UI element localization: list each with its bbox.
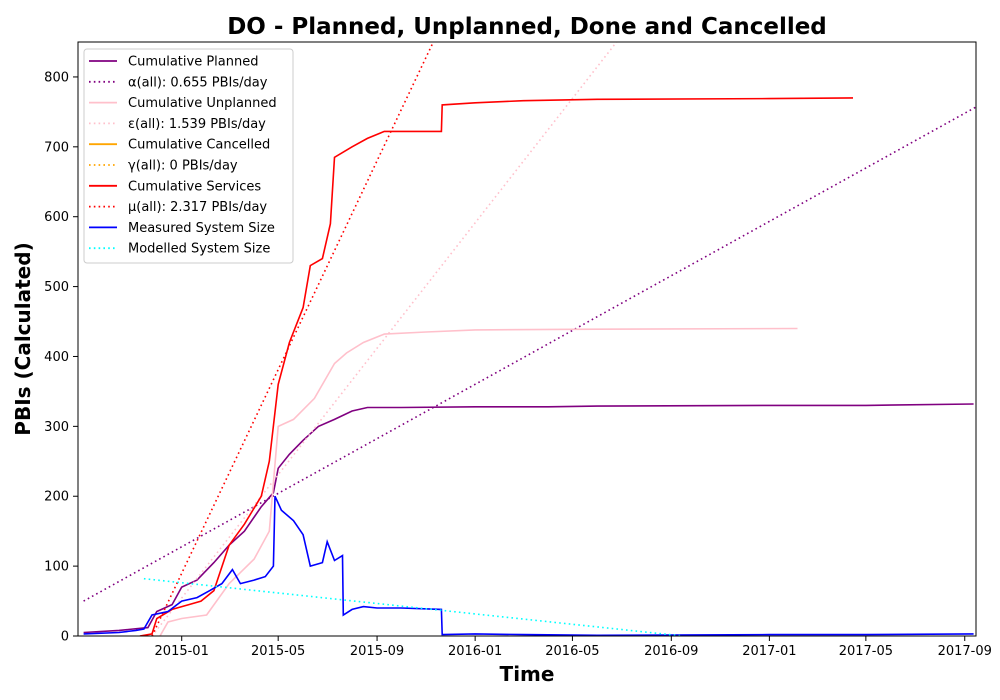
legend-label: Cumulative Services — [128, 179, 261, 194]
legend-label: μ(all): 2.317 PBIs/day — [128, 200, 267, 215]
x-tick-label: 2017-01 — [742, 644, 796, 659]
series-layer — [83, 42, 976, 636]
series-line-9 — [143, 577, 683, 636]
y-tick-label: 300 — [44, 420, 69, 435]
legend-item-cumulative-planned: Cumulative Planned — [89, 55, 258, 70]
x-tick-label: 2017-05 — [839, 644, 893, 659]
legend-label: α(all): 0.655 PBIs/day — [128, 75, 268, 90]
legend-item-modelled-system-size: Modelled System Size — [89, 242, 270, 257]
y-tick-label: 400 — [44, 350, 69, 365]
x-tick-label: 2015-09 — [350, 644, 404, 659]
y-tick-label: 800 — [44, 70, 69, 85]
series-line-6 — [139, 97, 854, 636]
x-tick-label: 2015-01 — [155, 644, 209, 659]
legend-item-all-2-317-pbis-day: μ(all): 2.317 PBIs/day — [89, 200, 267, 215]
legend-item-all-0-655-pbis-day: α(all): 0.655 PBIs/day — [89, 75, 268, 90]
legend-label: Cumulative Planned — [128, 55, 258, 70]
x-tick-label: 2015-05 — [251, 644, 305, 659]
series-line-7 — [151, 42, 435, 636]
legend-item-cumulative-unplanned: Cumulative Unplanned — [89, 96, 277, 111]
x-tick-label: 2016-09 — [644, 644, 698, 659]
legend-label: Measured System Size — [128, 221, 275, 236]
x-tick-label: 2016-01 — [448, 644, 502, 659]
legend-label: Cumulative Unplanned — [128, 96, 277, 111]
y-axis-ticks: 0 100 200 300 400 500 600 700 800 — [44, 70, 78, 645]
y-tick-label: 200 — [44, 490, 69, 505]
y-tick-label: 600 — [44, 210, 69, 225]
series-line-3 — [151, 42, 618, 636]
x-tick-label: 2016-05 — [545, 644, 599, 659]
legend-label: ε(all): 1.539 PBIs/day — [128, 117, 266, 132]
y-axis-label: PBIs (Calculated) — [11, 242, 35, 435]
series-line-2 — [159, 327, 798, 636]
legend-box — [83, 48, 294, 264]
series-line-8 — [83, 495, 974, 636]
y-tick-label: 0 — [61, 630, 69, 645]
legend-item-measured-system-size: Measured System Size — [89, 221, 275, 236]
y-tick-label: 500 — [44, 280, 69, 295]
legend: Cumulative Planned α(all): 0.655 PBIs/day… — [83, 48, 294, 264]
series-line-0 — [83, 403, 974, 634]
legend-item-cumulative-services: Cumulative Services — [89, 179, 261, 194]
legend-item-cumulative-cancelled: Cumulative Cancelled — [89, 138, 270, 153]
legend-label: γ(all): 0 PBIs/day — [128, 159, 238, 174]
legend-item-all-0-pbis-day: γ(all): 0 PBIs/day — [89, 159, 238, 174]
legend-item-all-1-539-pbis-day: ε(all): 1.539 PBIs/day — [89, 117, 266, 132]
x-axis-ticks: 2015-01 2015-05 2015-09 2016-01 2016-05 2016-… — [155, 636, 992, 659]
x-axis-label: Time — [500, 662, 555, 686]
plot-frame — [77, 41, 977, 637]
legend-label: Modelled System Size — [128, 242, 270, 257]
chart-title: DO - Planned, Unplanned, Done and Cancel… — [227, 14, 827, 40]
series-line-1 — [83, 106, 976, 602]
y-tick-label: 700 — [44, 140, 69, 155]
y-tick-label: 100 — [44, 560, 69, 575]
legend-label: Cumulative Cancelled — [128, 138, 270, 153]
x-tick-label: 2017-09 — [938, 644, 992, 659]
